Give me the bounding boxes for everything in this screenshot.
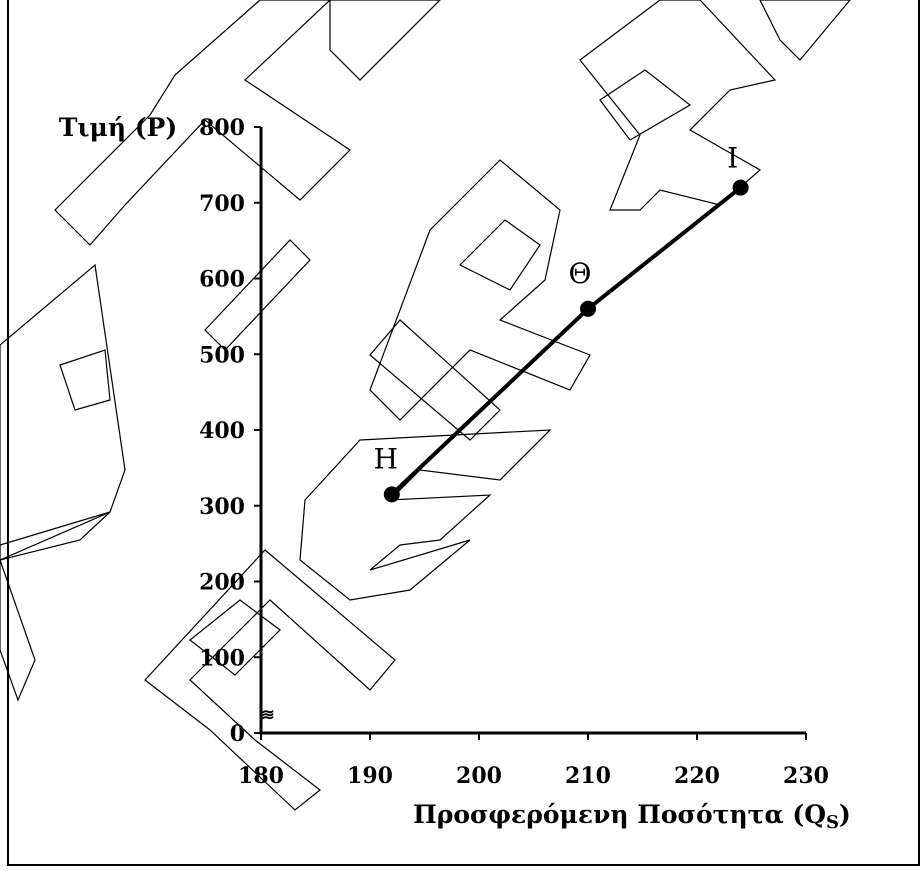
watermark-shape <box>0 559 36 702</box>
watermark-shape <box>59 349 111 411</box>
data-point-label: Η <box>374 442 398 475</box>
x-tick-label: 210 <box>565 763 611 789</box>
axis-break-symbol: ≋ <box>261 705 274 724</box>
watermark-shape <box>189 599 281 676</box>
data-point-label: Ι <box>727 142 738 175</box>
x-tick-label: 200 <box>456 763 502 789</box>
data-point-label: Θ <box>569 257 592 290</box>
x-ticks: 180 190 200 210 220 230 <box>238 733 829 789</box>
x-tick-label: 230 <box>783 763 829 789</box>
y-axis-label: Τιμή (P) <box>59 113 177 142</box>
watermark-shape <box>144 549 396 811</box>
watermark-shape <box>369 319 501 441</box>
data-point-marker <box>580 300 596 317</box>
watermark-shape <box>204 239 311 351</box>
x-tick-label: 180 <box>238 763 284 789</box>
data-series: Η Θ Ι <box>374 142 749 503</box>
y-ticks: 0 100 200 300 400 500 600 700 800 <box>199 115 261 747</box>
axes <box>259 127 806 735</box>
watermark-shape <box>54 0 351 246</box>
x-axis-label-main: Προσφερόμενη Ποσότητα (Q <box>413 800 826 829</box>
watermark-shape <box>0 511 111 561</box>
y-tick-label: 800 <box>199 115 245 141</box>
y-tick-label: 700 <box>199 191 245 217</box>
x-axis-label-close: ) <box>839 800 851 829</box>
series-line <box>390 186 742 496</box>
watermark-shape <box>0 263 126 561</box>
watermark-shape <box>329 0 441 81</box>
watermark-shape <box>759 0 851 61</box>
data-point-marker <box>383 486 400 503</box>
watermark-shape <box>458 219 541 291</box>
x-axis-label: Προσφερόμενη Ποσότητα (QS) <box>413 800 851 833</box>
y-tick-label: 200 <box>199 570 245 596</box>
y-tick-label: 500 <box>199 342 245 368</box>
y-tick-label: 300 <box>199 494 245 520</box>
watermark-outline <box>0 0 851 811</box>
y-tick-label: 600 <box>199 267 245 293</box>
watermark-shape <box>369 159 591 421</box>
watermark-shape <box>579 0 777 211</box>
y-tick-label: 100 <box>199 645 245 671</box>
y-tick-label: 0 <box>230 721 245 747</box>
watermark-shape <box>299 429 552 601</box>
y-tick-label: 400 <box>199 418 245 444</box>
x-tick-label: 190 <box>347 763 393 789</box>
x-axis-label-subscript: S <box>826 812 839 833</box>
watermark-shape <box>599 69 692 141</box>
data-point-marker <box>732 179 749 196</box>
x-tick-label: 220 <box>674 763 720 789</box>
